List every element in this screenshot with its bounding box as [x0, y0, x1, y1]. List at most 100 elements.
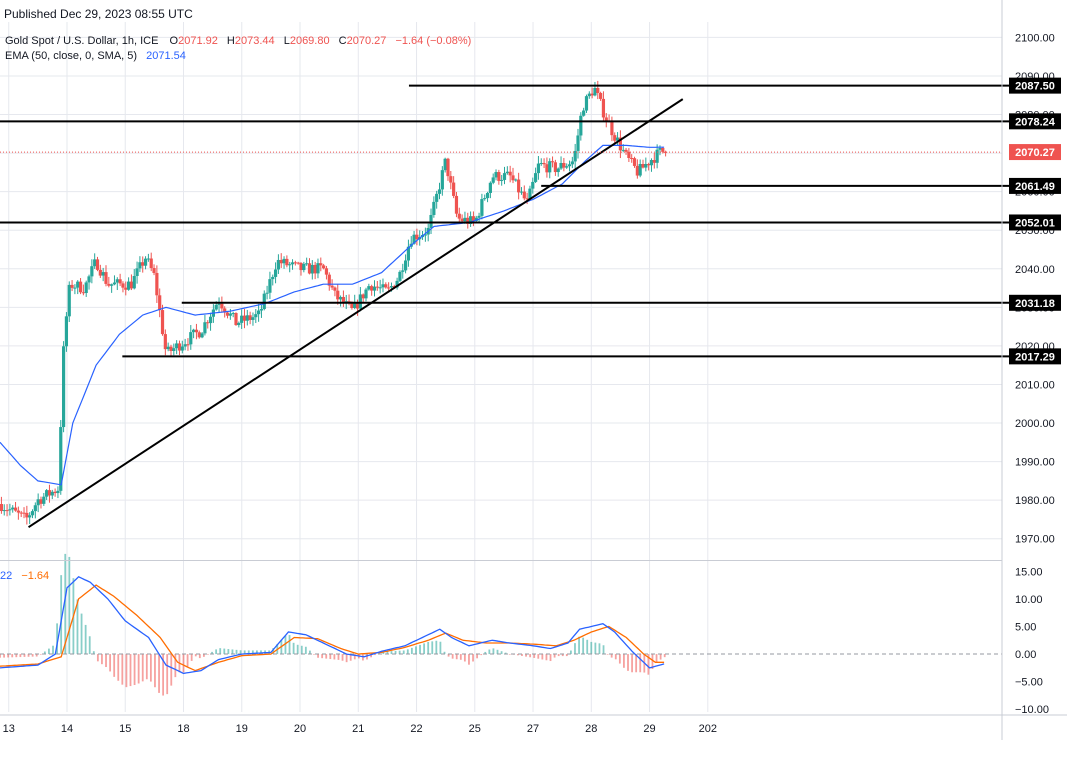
macd-histogram-bar [423, 643, 426, 655]
candle-body [121, 283, 125, 288]
macd-histogram-bar [235, 649, 238, 655]
candle-body [358, 294, 362, 309]
macd-tick-label: −10.00 [1015, 704, 1049, 716]
candle-body [528, 188, 532, 200]
candle-body [124, 287, 128, 290]
candle-body [127, 281, 131, 290]
macd-histogram-bar [174, 654, 177, 678]
macd-histogram-bar [121, 654, 124, 685]
candle-body [107, 283, 111, 286]
macd-histogram-bar [366, 654, 368, 660]
candle-body [110, 284, 114, 286]
candle-body [610, 121, 614, 136]
macd-legend[interactable]: 22 −1.64 [0, 570, 49, 582]
ema-value: 2071.54 [146, 50, 186, 62]
candle-body [214, 304, 218, 310]
macd-histogram-bar [92, 651, 95, 655]
macd-histogram-bar [370, 654, 372, 658]
candle-body [361, 294, 365, 299]
macd-histogram-bar [435, 640, 438, 655]
candle-body [299, 262, 303, 271]
macd-histogram-bar [594, 642, 597, 655]
macd-histogram-bar [655, 654, 658, 663]
price-pane[interactable] [0, 80, 1010, 528]
candle-body [149, 258, 153, 269]
level-price-tag [1009, 294, 1061, 311]
candle-body [16, 510, 20, 513]
macd-histogram-bar [480, 654, 483, 656]
macd-histogram-bar [325, 654, 328, 659]
candle-body [649, 160, 654, 166]
macd-histogram-bar [3, 654, 5, 658]
macd-histogram-bar [337, 654, 340, 660]
macd-histogram-bar [553, 654, 556, 658]
candle-body [104, 272, 108, 284]
macd-histogram-bar [243, 650, 246, 655]
close-value: 2070.27 [347, 35, 387, 47]
macd-histogram-bar [578, 636, 580, 655]
candle-body [155, 272, 159, 296]
candle-body [517, 179, 521, 193]
macd-histogram-bar [382, 651, 385, 655]
candle-body [0, 504, 4, 512]
candle-body [95, 259, 100, 270]
low-label: L [284, 35, 290, 47]
price-tick-label: 2000.00 [1015, 418, 1055, 430]
macd-histogram-bar [521, 654, 523, 656]
macd-histogram-bar [614, 654, 617, 660]
ema-legend[interactable]: EMA (50, close, 0, SMA, 5) 2071.54 [5, 50, 186, 62]
candle-body [231, 313, 235, 315]
candle-body [621, 149, 625, 151]
candle-body [310, 264, 314, 274]
macd-histogram-bar [500, 651, 503, 655]
time-tick-label: 18 [177, 723, 189, 735]
candle-body [556, 168, 560, 173]
signal-value: −1.64 [21, 570, 49, 582]
candle-body [225, 312, 230, 316]
trendline[interactable] [27, 98, 684, 528]
macd-pane[interactable] [0, 553, 1002, 696]
macd-histogram-bar [137, 654, 140, 684]
candle-body [576, 135, 580, 151]
macd-histogram-bar [317, 654, 319, 658]
time-tick-label: 15 [119, 723, 131, 735]
candle-body [22, 512, 26, 514]
macd-histogram-bar [313, 654, 315, 655]
macd-histogram-bar [227, 649, 230, 655]
macd-tick-label: 5.00 [1015, 621, 1036, 633]
candle-body [590, 93, 594, 96]
candle-body [338, 296, 343, 300]
macd-histogram-bar [23, 654, 26, 657]
macd-histogram-bar [288, 635, 291, 655]
published-label: Published Dec 29, 2023 08:55 UTC [4, 7, 193, 21]
macd-histogram-bar [149, 654, 152, 682]
macd-histogram-bar [349, 654, 352, 661]
time-tick-label: 27 [527, 723, 539, 735]
open-label: O [170, 35, 179, 47]
macd-histogram-bar [610, 654, 613, 658]
macd-histogram-bar [215, 649, 218, 655]
candle-body [440, 170, 444, 190]
time-tick-label: 22 [410, 723, 422, 735]
candle-body [655, 149, 659, 163]
macd-histogram-bar [211, 651, 213, 655]
candle-body [403, 260, 408, 271]
candle-body [505, 171, 509, 174]
candle-body [189, 332, 193, 345]
candle-body [169, 346, 173, 351]
candle-body [220, 303, 224, 309]
candle-body [305, 263, 309, 265]
symbol-legend[interactable]: Gold Spot / U.S. Dollar, 1h, ICE O2071.9… [5, 35, 471, 47]
candle-body [186, 344, 190, 346]
macd-histogram-bar [353, 654, 356, 660]
candle-body [372, 286, 377, 291]
candle-body [604, 117, 608, 121]
candle-body [203, 322, 207, 334]
time-tick-label: 13 [3, 723, 15, 735]
candle-body [333, 287, 337, 291]
macd-histogram-bar [170, 654, 173, 686]
macd-histogram-bar [602, 645, 605, 655]
candle-body [429, 214, 433, 228]
candle-body [143, 258, 148, 266]
